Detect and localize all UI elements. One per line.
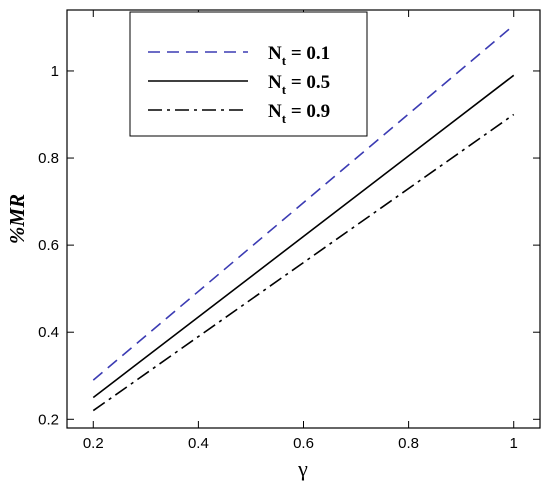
legend: Nt = 0.1Nt = 0.5Nt = 0.9 [129,11,368,137]
legend-label: Nt = 0.5 [268,72,330,97]
x-tick-label: 0.4 [188,435,209,452]
legend-box [129,11,368,137]
x-tick-label: 1 [510,435,518,452]
legend-label-value: = 0.1 [286,43,330,64]
legend-label-subscript: t [282,111,287,126]
y-axis-title: %MR [5,194,29,244]
x-tick-label: 0.2 [83,435,104,452]
y-tick-label: 0.6 [38,237,59,254]
y-tick-label: 1 [51,63,59,80]
legend-label-main: N [268,101,282,122]
legend-label: Nt = 0.9 [268,101,330,126]
series-line [92,74,515,399]
legend-label-subscript: t [282,53,287,68]
x-tick-label: 0.8 [398,435,419,452]
legend-label-subscript: t [282,82,287,97]
legend-label-main: N [268,72,282,93]
y-tick-label: 0.2 [38,411,59,428]
legend-label-main: N [268,43,282,64]
y-tick-label: 0.4 [38,324,59,341]
x-tick-label: 0.6 [293,435,314,452]
series-line [92,113,515,412]
x-axis-title: γ [297,456,308,481]
series-line [92,24,515,381]
y-tick-label: 0.8 [38,150,59,167]
legend-label-value: = 0.5 [286,72,330,93]
y-axis: 0.2 0.4 0.6 0.8 1 [38,63,540,428]
legend-label-value: = 0.9 [286,101,330,122]
x-axis: 0.2 0.4 0.6 0.8 1 [83,10,518,452]
legend-label: Nt = 0.1 [268,43,330,68]
series-lines [92,24,515,412]
